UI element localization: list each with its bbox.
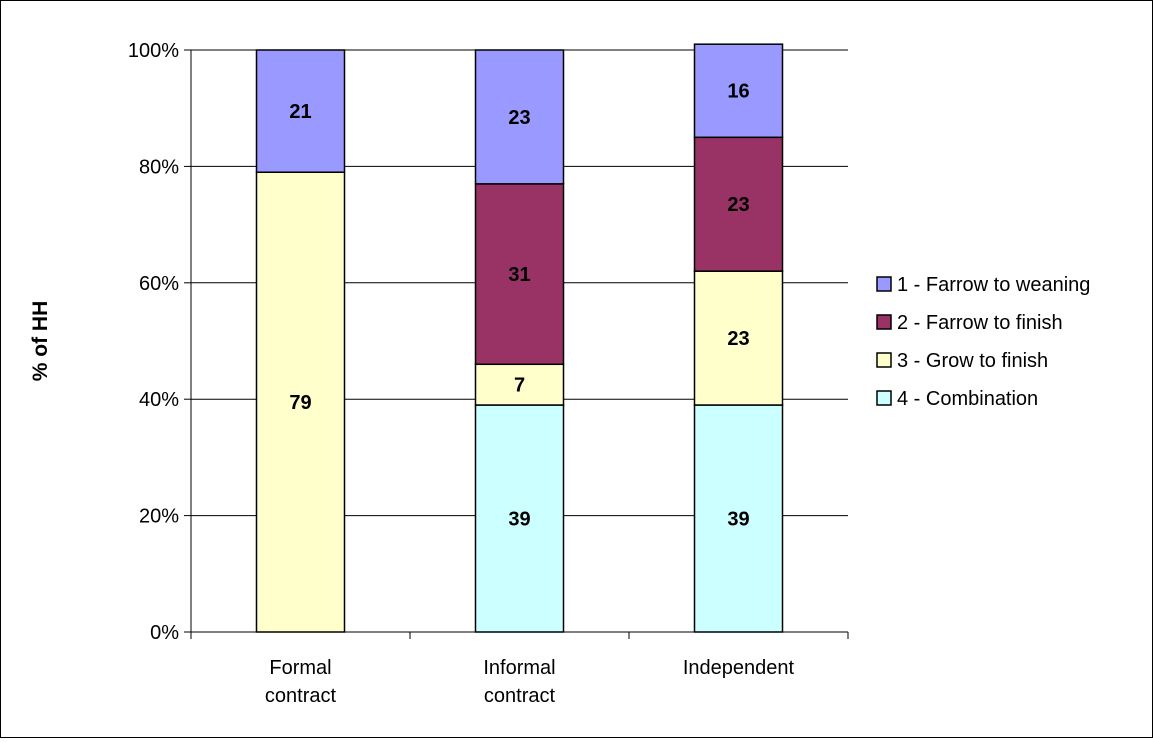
x-category-label: Informal contract: [483, 657, 555, 707]
bars: [255, 43, 784, 633]
y-tick-label: 60%: [139, 273, 179, 295]
legend-swatch: [876, 276, 892, 292]
bar-segment: [255, 171, 346, 633]
y-tick-label: 0%: [150, 622, 179, 644]
legend-item: 3 - Grow to finish: [876, 350, 1048, 372]
data-label: 31: [508, 264, 530, 286]
legend-swatch: [876, 314, 892, 330]
bar-segment: [474, 49, 565, 185]
data-label: 16: [727, 81, 749, 103]
data-labels: 79 21 39 7 31 23 39 23 23 16: [289, 81, 749, 531]
x-category-label: Independent: [683, 657, 795, 679]
bar-segment: [474, 404, 565, 633]
data-label: 23: [727, 328, 749, 350]
legend-item: 1 - Farrow to weaning: [876, 274, 1090, 296]
bar-segment: [693, 43, 784, 139]
x-axis: Formal contract Informal contract Independen…: [190, 631, 849, 707]
data-label: 7: [514, 375, 525, 397]
bar-segment: [474, 183, 565, 366]
data-label: 39: [727, 509, 749, 531]
y-axis: 0% 20% 40% 60% 80% 100%: [128, 40, 192, 644]
bar-segment: [474, 363, 565, 406]
legend-label: 3 - Grow to finish: [897, 350, 1048, 372]
bar-segment: [693, 136, 784, 272]
data-label: 21: [289, 101, 311, 123]
data-label: 23: [508, 107, 530, 129]
y-axis-title: % of HH: [29, 301, 52, 382]
x-category-label: Formal contract: [265, 657, 337, 707]
data-label: 23: [727, 194, 749, 216]
bar-segment: [693, 270, 784, 406]
legend-item: 2 - Farrow to finish: [876, 312, 1063, 334]
bar-segment: [255, 49, 346, 173]
legend-item: 4 - Combination: [876, 388, 1038, 410]
y-tick-label: 40%: [139, 389, 179, 411]
y-tick-label: 80%: [139, 156, 179, 178]
legend-label: 1 - Farrow to weaning: [897, 274, 1090, 296]
y-tick-label: 20%: [139, 506, 179, 528]
y-tick-label: 100%: [128, 40, 179, 62]
legend-label: 2 - Farrow to finish: [897, 312, 1063, 334]
legend-swatch: [876, 352, 892, 368]
data-label: 39: [508, 509, 530, 531]
legend-label: 4 - Combination: [897, 388, 1038, 410]
legend: 1 - Farrow to weaning 2 - Farrow to finis…: [876, 274, 1090, 410]
data-label: 79: [289, 392, 311, 414]
legend-swatch: [876, 390, 892, 406]
